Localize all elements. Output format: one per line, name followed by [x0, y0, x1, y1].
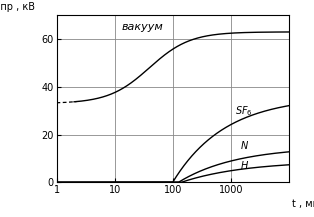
- Y-axis label: ипр , кВ: ипр , кВ: [0, 2, 35, 12]
- Text: N: N: [241, 141, 248, 151]
- X-axis label: t , мкс: t , мкс: [291, 199, 314, 209]
- Text: вакуум: вакуум: [122, 22, 163, 32]
- Text: H: H: [241, 161, 248, 171]
- Text: $SF_6$: $SF_6$: [236, 104, 253, 118]
